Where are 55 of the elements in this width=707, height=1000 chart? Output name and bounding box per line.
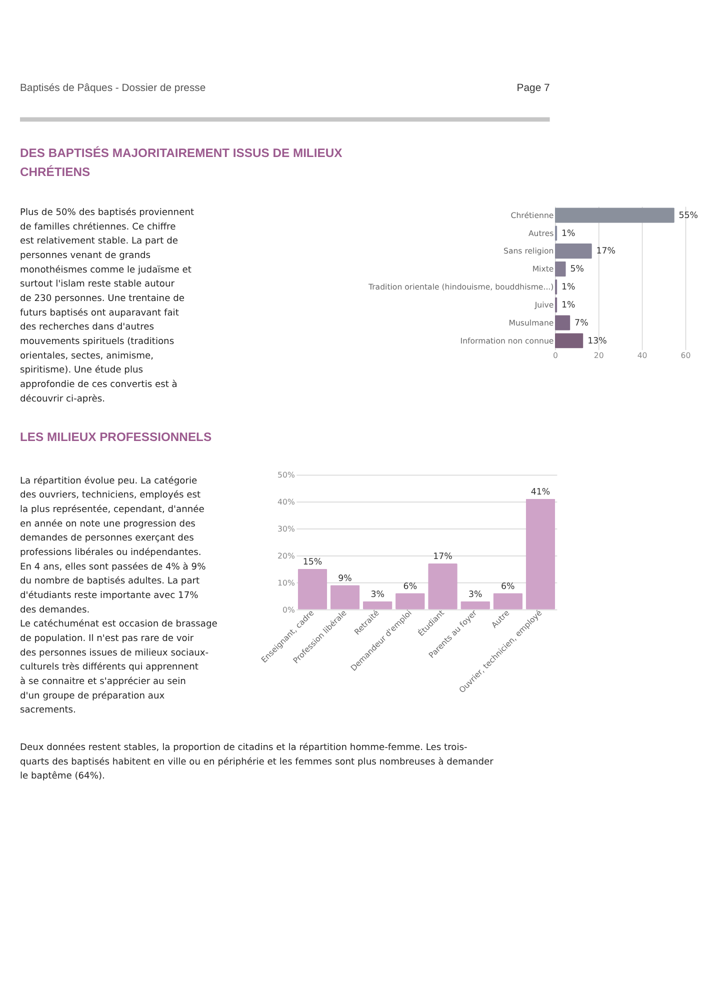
data-label: 7% [574, 318, 588, 328]
x-tick-label: 60 [680, 350, 691, 360]
data-label: 6% [403, 582, 418, 592]
y-tick-label: Mixte [532, 264, 554, 274]
y-tick-label: Autres [528, 228, 554, 238]
bar [396, 593, 425, 610]
y-tick-label: 40% [278, 498, 295, 507]
y-tick-label: Musulmane [508, 318, 554, 328]
data-label: 17% [433, 552, 452, 562]
bar [493, 593, 523, 610]
bar [460, 601, 490, 610]
x-tick-label: 40 [637, 350, 648, 360]
bar [555, 261, 566, 277]
data-label: 1% [562, 300, 576, 310]
data-label: 13% [588, 336, 607, 346]
data-label: 55% [678, 210, 698, 221]
text: Page 7 [516, 82, 550, 94]
y-tick-label: 20% [278, 552, 295, 561]
bar [362, 601, 392, 610]
data-label: 9% [338, 574, 352, 584]
y-tick-label: 10% [278, 578, 295, 588]
text: Le catéchuménat est occasion de brassage de population. Il n'est pas rare de voir des personnes issues de milieux sociaux-culturels très différents qui apprennent à se connaitre et s'apprécier au sein d'un groupe de préparation aux sacrements. [20, 618, 218, 716]
text: La répartition évolue peu. La catégorie des ouvriers, techniciens, employés est la plus représentée, cependant, d'année en année on note une progression des demandes de personnes exerçant des professions libérales ou indépendantes. En 4 ans, elles sont passées de 4% à 9% du nombre de baptisés adultes. La part d'étudiants reste importante avec 17% des demandes. [20, 476, 206, 616]
data-label: 1% [562, 228, 576, 239]
data-label: 5% [570, 264, 584, 275]
y-tick-label: Tradition orientale (hindouisme, bouddhisme...) [367, 282, 554, 292]
data-label: 1% [562, 282, 576, 293]
y-tick-label: 0% [282, 605, 295, 614]
text: LES MILIEUX PROFESSIONNELS [20, 430, 212, 444]
x-tick-label: 20 [594, 350, 604, 360]
bar [555, 243, 592, 259]
bar [555, 333, 584, 348]
y-tick-label: Sans religion [504, 246, 554, 256]
data-label: 17% [596, 246, 616, 257]
bar [526, 498, 556, 610]
data-label: 6% [501, 582, 515, 592]
y-tick-label: 50% [278, 470, 295, 480]
y-tick-label: 30% [278, 524, 295, 534]
x-tick-label: 0 [552, 350, 558, 360]
bar [428, 564, 458, 610]
data-label: 41% [530, 488, 550, 498]
data-label: 3% [370, 590, 384, 600]
bar [555, 208, 674, 223]
y-tick-label: Juive [534, 300, 554, 310]
text: Plus de 50% des baptisés proviennent de familles chrétiennes. Ce chiffre est relativement stable. La part de personnes venant de grands monothéismes comme le judaïsme et surtout l'islam reste stable autour de 230 personnes. Une trentaine de futurs baptisés ont auparavant fait des recherches dans d'autres mouvements spirituels (traditions orientales, sectes, animisme, spiritisme). Une étude plus approfondie de ces convertis est à découvrir ci-après. [20, 208, 194, 404]
text: DES BAPTISÉS MAJORITAIREMENT ISSUS DE MILIEUX CHRÉTIENS [20, 146, 342, 179]
y-tick-label: Chrétienne [510, 210, 554, 220]
text: Baptisés de Pâques - Dossier de presse [20, 82, 206, 94]
bar [298, 568, 328, 610]
bar [555, 315, 570, 330]
text: Deux données restent stables, la proportion de citadins et la répartition homme-femme. Les trois-quarts des baptisés habitent en ville ou en périphérie et les femmes sont plus nombreuses à demander le baptême (64%). [20, 742, 494, 782]
bar [330, 585, 360, 610]
y-tick-label: Information non connue [460, 336, 554, 346]
data-label: 3% [468, 590, 482, 600]
data-label: 15% [302, 558, 322, 568]
